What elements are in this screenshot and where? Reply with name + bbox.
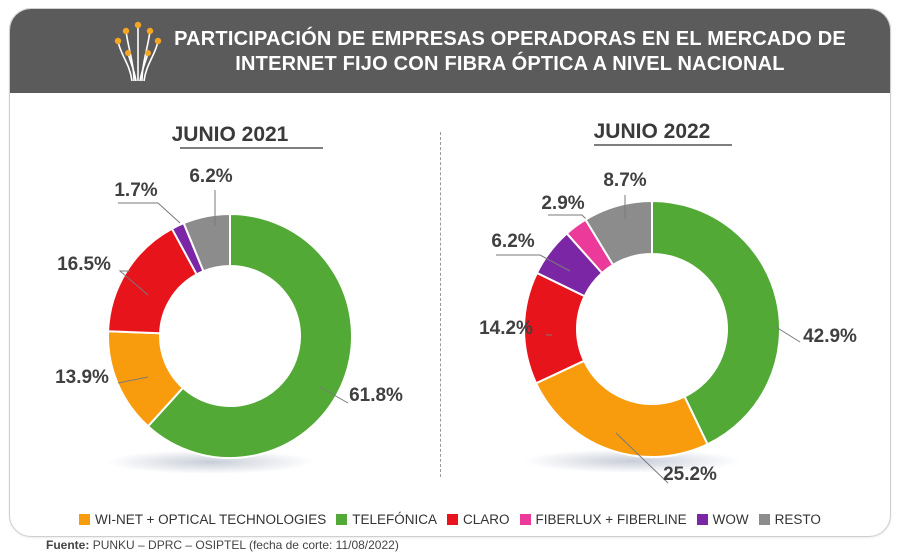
chart-main-title: PARTICIPACIÓN DE EMPRESAS OPERADORAS EN …: [160, 27, 860, 77]
data-label-2021-claro: 16.5%: [57, 254, 111, 275]
data-label-2022-claro: 14.2%: [479, 318, 533, 339]
data-label-2022-fiberlux-fiberline: 2.9%: [541, 193, 584, 214]
donut-chart-2021: JUNIO 2021 61.8% 13.9% 16.5% 1.7% 6.2%: [55, 123, 403, 474]
slice-2022-resto: [584, 199, 653, 267]
leader-line-2022-wi-net-optical-technologies: [615, 432, 669, 484]
data-label-2022-telefonica: 42.9%: [803, 326, 857, 347]
data-label-2022-resto: 8.7%: [603, 170, 646, 191]
legend-item-telefonica: TELEFÓNICA: [336, 512, 437, 527]
legend-label-claro: CLARO: [462, 511, 510, 527]
chart-title-2021: JUNIO 2021: [172, 123, 289, 146]
slice-2021-resto: [182, 212, 231, 273]
legend-item-claro: CLARO: [446, 511, 510, 527]
data-label-2021-resto: 6.2%: [189, 166, 232, 187]
legend-swatch-claro: [446, 513, 458, 525]
leader-line-2021-telefonica: [319, 386, 349, 404]
legend-swatch-telefonica: [336, 513, 348, 525]
legend-item-wow: WOW: [696, 511, 749, 527]
slice-2022-wi-net-optical-technologies: [534, 359, 709, 458]
leader-line-2021-wi-net-optical-technologies: [117, 376, 149, 384]
data-label-2022-wow: 6.2%: [491, 231, 534, 252]
donut-shadow-2022: [523, 449, 741, 473]
leader-line-2022-telefonica: [775, 326, 801, 343]
leader-line-2021-wow: [118, 202, 181, 224]
data-label-2021-wow: 1.7%: [114, 180, 157, 201]
title-line-2: INTERNET FIJO CON FIBRA ÓPTICA A NIVEL N…: [235, 53, 785, 75]
leader-line-2022-wow: [496, 254, 571, 272]
source-text: PUNKU – DPRC – OSIPTEL (fecha de corte: …: [92, 538, 399, 552]
legend-label-telefonica: TELEFÓNICA: [352, 511, 437, 527]
data-label-2022-wi-net-optical-technologies: 25.2%: [663, 464, 717, 485]
slice-2021-telefonica: [146, 212, 353, 459]
infographic-card: PARTICIPACIÓN DE EMPRESAS OPERADORAS EN …: [9, 8, 891, 537]
leader-line-2021-claro: [118, 270, 149, 296]
panel-divider: [440, 132, 441, 477]
legend-item-wi-net: WI-NET + OPTICAL TECHNOLOGIES: [79, 512, 326, 527]
title-banner: PARTICIPACIÓN DE EMPRESAS OPERADORAS EN …: [10, 9, 890, 93]
legend-label-resto: RESTO: [774, 511, 821, 527]
legend-swatch-fiberlux: [519, 513, 531, 525]
legend-label-wi-net: WI-NET + OPTICAL TECHNOLOGIES: [95, 511, 327, 527]
source-note: Fuente: PUNKU – DPRC – OSIPTEL (fecha de…: [46, 538, 399, 552]
legend-swatch-wi-net: [79, 513, 91, 525]
chart-title-2022: JUNIO 2022: [594, 120, 711, 143]
slice-2022-telefonica: [651, 199, 781, 446]
legend-label-wow: WOW: [712, 511, 749, 527]
donut-shadow-2021: [106, 450, 314, 474]
source-prefix: Fuente:: [46, 538, 90, 552]
legend-item-fiberlux: FIBERLUX + FIBERLINE: [519, 511, 687, 527]
title-line-1: PARTICIPACIÓN DE EMPRESAS OPERADORAS EN …: [174, 28, 846, 50]
data-label-2021-telefonica: 61.8%: [349, 385, 403, 406]
data-label-2021-wi-net-optical-technologies: 13.9%: [55, 367, 109, 388]
legend: WI-NET + OPTICAL TECHNOLOGIES TELEFÓNICA…: [10, 509, 890, 529]
legend-label-fiberlux: FIBERLUX + FIBERLINE: [535, 511, 687, 527]
donut-chart-2022: JUNIO 2022 42.9% 25.2% 14.2% 6.2% 2.9% 8.7%: [479, 120, 857, 485]
fiber-optic-icon: [114, 21, 162, 82]
legend-swatch-resto: [758, 513, 770, 525]
legend-item-resto: RESTO: [758, 511, 821, 527]
legend-swatch-wow: [696, 513, 708, 525]
